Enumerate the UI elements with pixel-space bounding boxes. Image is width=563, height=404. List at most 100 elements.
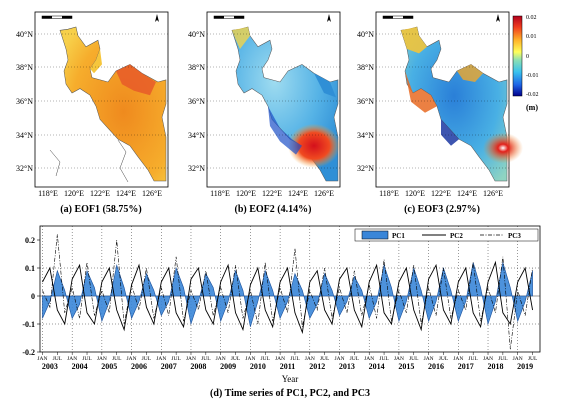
x-month-label: JAN (453, 356, 463, 362)
x-year-label: 2006 (131, 362, 147, 371)
land-coastline-a (49, 139, 129, 183)
lon-label: 126°E (142, 189, 162, 198)
lon-label: 120°E (64, 189, 84, 198)
y-tick-label: 0.1 (25, 264, 35, 273)
x-year-label: 2018 (487, 362, 503, 371)
y-tick-label: -0.1 (22, 320, 35, 329)
legend-box (354, 228, 539, 242)
x-year-label: 2003 (42, 362, 58, 371)
x-year-label: 2019 (517, 362, 533, 371)
lat-label: 32°N (357, 164, 374, 173)
lon-label: 126°E (483, 189, 503, 198)
colorbar-tick: -0.01 (526, 73, 539, 79)
x-month-label: JAN (364, 356, 374, 362)
map-panel-b: 40°N 38°N 36°N 34°N 32°N 118°E 120°E 122… (188, 11, 341, 215)
lon-label: 122°E (262, 189, 282, 198)
chart-caption: (d) Time series of PC1, PC2, and PC3 (210, 388, 370, 399)
x-month-label: JUL (439, 356, 449, 362)
x-month-label: JUL (350, 356, 360, 362)
x-month-label: JUL (171, 356, 181, 362)
colorbar-tick: 0.02 (526, 15, 537, 21)
lon-label: 124°E (116, 189, 136, 198)
lon-label: 122°E (90, 189, 110, 198)
lat-label: 38°N (188, 63, 205, 72)
chart-legend: PC1 PC2 PC3 (354, 228, 539, 242)
colorbar-tick: 0.01 (526, 34, 537, 40)
x-month-label: JUL (142, 356, 152, 362)
x-month-label: JAN (275, 356, 285, 362)
x-year-label: 2005 (101, 362, 117, 371)
colorbar-ramp (512, 15, 523, 97)
y-tick-label: 0 (31, 292, 35, 301)
x-year-label: 2017 (458, 362, 474, 371)
north-arrow-a (155, 14, 159, 22)
north-arrow-c (496, 14, 500, 22)
north-arrow-b (327, 14, 331, 22)
x-axis-title: Year (282, 374, 299, 384)
x-month-label: JAN (334, 356, 344, 362)
y-axis: -0.2 -0.1 0 0.1 0.2 (22, 236, 40, 357)
lat-label: 34°N (188, 131, 205, 140)
lat-label: 40°N (357, 30, 374, 39)
y-tick-label: 0.2 (25, 236, 35, 245)
colorbar-tick: 0 (526, 54, 529, 60)
lat-label: 34°N (357, 131, 374, 140)
legend-label-pc2: PC2 (450, 232, 463, 240)
x-month-label: JUL (260, 356, 270, 362)
lon-label: 124°E (288, 189, 308, 198)
x-year-label: 2010 (250, 362, 266, 371)
x-month-label: JAN (424, 356, 434, 362)
scale-bar-a (41, 15, 73, 19)
map-grid-c (376, 33, 509, 169)
series-pc3-line (42, 234, 533, 350)
x-month-label: JAN (37, 356, 47, 362)
x-month-label: JAN (394, 356, 404, 362)
colorbar-tick: -0.02 (526, 92, 539, 98)
x-month-label: JAN (97, 356, 107, 362)
x-year-label: 2007 (161, 362, 177, 371)
x-month-label: JAN (483, 356, 493, 362)
x-month-label: JAN (513, 356, 523, 362)
lon-label: 120°E (236, 189, 256, 198)
lat-label: 34°N (16, 131, 33, 140)
scale-bar-c (382, 15, 414, 19)
map-panel-c: 40°N 38°N 36°N 34°N 32°N 118°E 120°E 122… (357, 11, 523, 215)
map-grid-b (207, 33, 340, 169)
series-pc2-line (42, 260, 534, 335)
lon-label: 122°E (431, 189, 451, 198)
x-month-label: JUL (498, 356, 508, 362)
eof2-field (231, 26, 340, 182)
colorbar-unit: (m) (526, 103, 538, 112)
x-year-label: 2009 (220, 362, 236, 371)
x-month-label: JUL (290, 356, 300, 362)
lon-label: 124°E (457, 189, 477, 198)
x-year-label: 2012 (309, 362, 325, 371)
x-month-label: JAN (156, 356, 166, 362)
x-year-label: 2016 (428, 362, 444, 371)
map-caption-b: (b) EOF2 (4.14%) (235, 204, 312, 215)
eof3-field (400, 26, 523, 182)
x-year-label: 2008 (190, 362, 206, 371)
x-month-label: JUL (53, 356, 63, 362)
map-caption-c: (c) EOF3 (2.97%) (404, 204, 480, 215)
lon-label: 126°E (314, 189, 334, 198)
x-month-label: JAN (186, 356, 196, 362)
x-year-label: 2004 (72, 362, 88, 371)
lat-label: 32°N (188, 164, 205, 173)
x-year-label: 2011 (280, 362, 296, 371)
x-month-label: JUL (379, 356, 389, 362)
map-grid-a (35, 33, 168, 169)
lon-label: 118°E (379, 189, 399, 198)
x-month-label: JAN (216, 356, 226, 362)
x-month-label: JUL (231, 356, 241, 362)
x-month-label: JAN (67, 356, 77, 362)
y-tick-label: -0.2 (22, 348, 35, 357)
lat-label: 40°N (16, 30, 33, 39)
map-caption-a: (a) EOF1 (58.75%) (60, 204, 141, 215)
scale-bar-b (213, 15, 245, 19)
lat-label: 40°N (188, 30, 205, 39)
lon-label: 120°E (405, 189, 425, 198)
